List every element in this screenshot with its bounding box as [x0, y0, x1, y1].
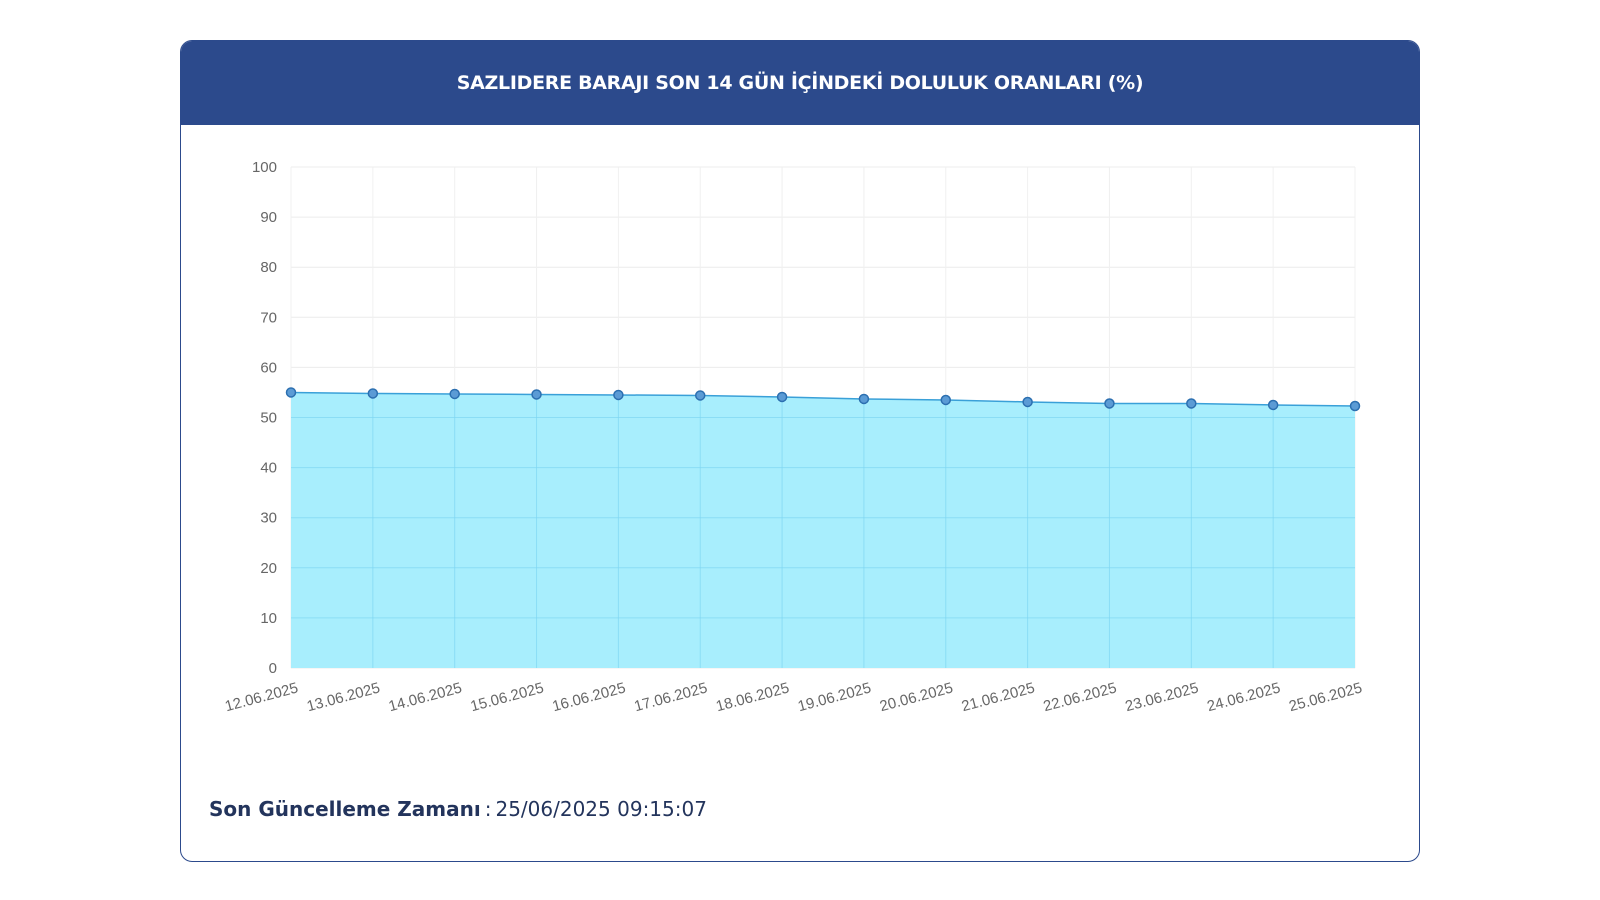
series-area — [291, 392, 1355, 668]
chart-area: 0 10 20 30 40 50 60 70 80 90 100 12.06.2025 13.06.2… — [181, 125, 1419, 765]
area-layer — [291, 392, 1355, 668]
last-update-label: Son Güncelleme Zamanı — [209, 797, 481, 821]
y-tick-label: 10 — [260, 610, 277, 627]
data-point — [940, 394, 952, 406]
data-point — [285, 387, 297, 398]
data-point — [1349, 400, 1361, 412]
x-tick-label: 13.06.2025 — [305, 679, 382, 715]
chart-title: SAZLIDERE BARAJI SON 14 GÜN İÇİNDEKİ DOL… — [456, 72, 1144, 94]
y-tick-label: 70 — [260, 309, 277, 326]
x-tick-label: 17.06.2025 — [632, 679, 709, 715]
point-layer — [285, 387, 1361, 412]
x-tick-label: 23.06.2025 — [1123, 679, 1200, 715]
y-tick-label: 50 — [260, 410, 277, 427]
data-point — [1022, 396, 1033, 408]
y-axis-ticks: 0 10 20 30 40 50 60 70 80 90 100 — [252, 159, 277, 677]
data-point — [613, 389, 624, 401]
y-tick-label: 90 — [260, 209, 277, 226]
y-tick-label: 80 — [260, 259, 277, 276]
x-tick-label: 24.06.2025 — [1205, 679, 1282, 715]
data-point — [1267, 399, 1279, 411]
data-point — [367, 388, 379, 399]
x-tick-label: 21.06.2025 — [960, 679, 1037, 715]
x-tick-label: 18.06.2025 — [714, 679, 791, 715]
x-tick-label: 12.06.2025 — [223, 679, 300, 715]
x-tick-label: 22.06.2025 — [1042, 679, 1119, 715]
fill-rate-chart: 0 10 20 30 40 50 60 70 80 90 100 12.06.2025 13.06.2… — [223, 159, 1364, 715]
last-update: Son Güncelleme Zamanı:25/06/2025 09:15:0… — [209, 797, 707, 821]
y-tick-label: 40 — [260, 460, 277, 477]
x-tick-label: 20.06.2025 — [878, 679, 955, 715]
y-tick-label: 60 — [260, 359, 277, 376]
data-point — [776, 391, 788, 403]
x-tick-label: 16.06.2025 — [551, 679, 628, 715]
data-point — [858, 393, 870, 405]
last-update-separator: : — [484, 797, 492, 821]
chart-card: SAZLIDERE BARAJI SON 14 GÜN İÇİNDEKİ DOL… — [180, 40, 1420, 862]
y-tick-label: 0 — [269, 660, 277, 677]
last-update-value: 25/06/2025 09:15:07 — [495, 797, 707, 821]
series-line — [290, 391, 1356, 407]
x-tick-label: 25.06.2025 — [1287, 679, 1364, 715]
y-tick-label: 20 — [260, 560, 277, 577]
line-layer — [290, 391, 1356, 407]
data-point — [1186, 398, 1197, 409]
data-point — [531, 389, 542, 400]
y-tick-label: 100 — [252, 159, 277, 176]
data-point — [449, 388, 460, 400]
card-header: SAZLIDERE BARAJI SON 14 GÜN İÇİNDEKİ DOL… — [181, 41, 1419, 125]
data-point — [1104, 398, 1115, 409]
x-tick-label: 19.06.2025 — [796, 679, 873, 715]
x-tick-label: 14.06.2025 — [387, 679, 464, 715]
data-point — [694, 390, 706, 401]
y-tick-label: 30 — [260, 510, 277, 527]
x-tick-label: 15.06.2025 — [469, 679, 546, 715]
x-axis-ticks: 12.06.2025 13.06.2025 14.06.2025 15.06.2025… — [223, 679, 1364, 715]
